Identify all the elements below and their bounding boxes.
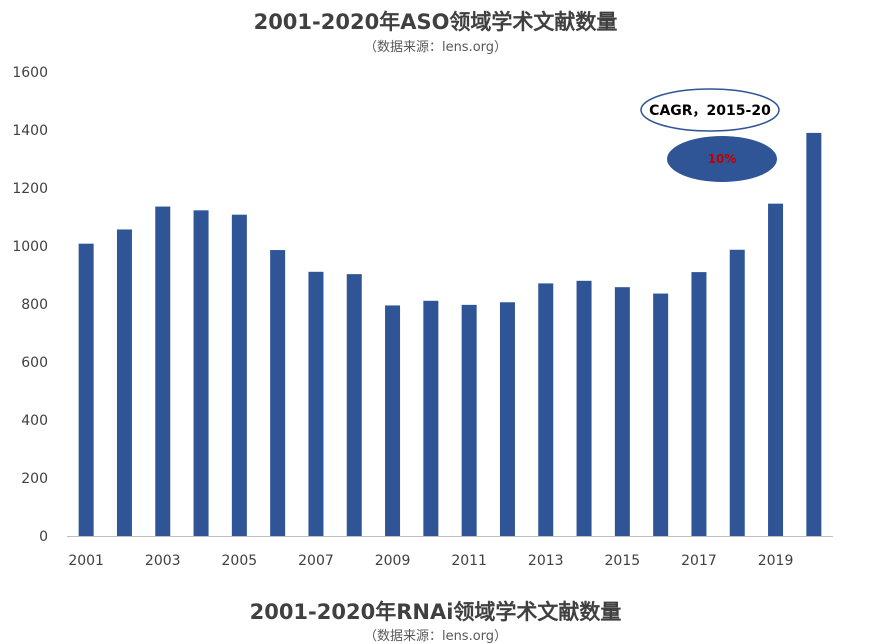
- x-tick-label: 2001: [68, 553, 104, 569]
- x-tick-label: 2015: [605, 553, 641, 569]
- cagr-annotation: CAGR，2015-20 10%: [640, 88, 780, 182]
- bar-2006: [270, 250, 286, 536]
- bar-2005: [231, 214, 247, 536]
- y-axis-ticks: 0 200 400 600 800 1000 1200 1400 1600: [12, 65, 48, 545]
- bar-2013: [538, 283, 554, 536]
- x-tick-label: 2009: [375, 553, 411, 569]
- x-tick-label: 2017: [681, 553, 717, 569]
- x-tick-label: 2013: [528, 553, 564, 569]
- second-chart-subtitle: （数据来源：lens.org）: [363, 629, 508, 644]
- x-tick-label: 2007: [298, 553, 334, 569]
- cagr-label: CAGR，2015-20: [649, 103, 771, 119]
- bar-2008: [346, 274, 362, 536]
- x-tick-label: 2003: [145, 553, 181, 569]
- chart-subtitle: （数据来源：lens.org）: [363, 40, 508, 55]
- x-tick-label: 2005: [222, 553, 258, 569]
- bar-2009: [385, 305, 401, 536]
- cagr-value-ellipse: [667, 136, 777, 182]
- y-tick-label: 1600: [12, 65, 48, 81]
- bar-2019: [768, 203, 784, 536]
- bars: [78, 132, 822, 536]
- chart-title: 2001-2020年ASO领域学术文献数量: [253, 10, 618, 34]
- bar-2011: [461, 304, 477, 536]
- y-tick-label: 1200: [12, 181, 48, 197]
- bar-2018: [729, 249, 745, 536]
- x-tick-label: 2011: [451, 553, 487, 569]
- bar-2004: [193, 210, 209, 536]
- y-tick-label: 600: [21, 355, 48, 371]
- cagr-value: 10%: [708, 152, 737, 166]
- x-axis-ticks: 2001 2003 2005 2007 2009 2011 2013 2015 2017 2019: [68, 553, 793, 569]
- second-chart-title: 2001-2020年RNAi领域学术文献数量: [249, 600, 622, 624]
- bar-2010: [423, 300, 439, 536]
- y-tick-label: 800: [21, 297, 48, 313]
- cagr-label-ellipse: [640, 88, 780, 132]
- x-tick-label: 2019: [758, 553, 794, 569]
- bar-2017: [691, 272, 707, 536]
- bar-2020: [806, 132, 822, 536]
- bar-2012: [499, 302, 515, 536]
- y-tick-label: 0: [39, 529, 48, 545]
- bar-2014: [576, 280, 592, 536]
- bar-2002: [116, 229, 132, 536]
- bar-2007: [308, 271, 324, 536]
- bar-2001: [78, 243, 94, 536]
- y-tick-label: 1400: [12, 123, 48, 139]
- bar-2015: [614, 287, 630, 536]
- bar-2016: [653, 293, 669, 536]
- y-tick-label: 1000: [12, 239, 48, 255]
- y-tick-label: 200: [21, 471, 48, 487]
- y-tick-label: 400: [21, 413, 48, 429]
- bar-2003: [155, 206, 171, 536]
